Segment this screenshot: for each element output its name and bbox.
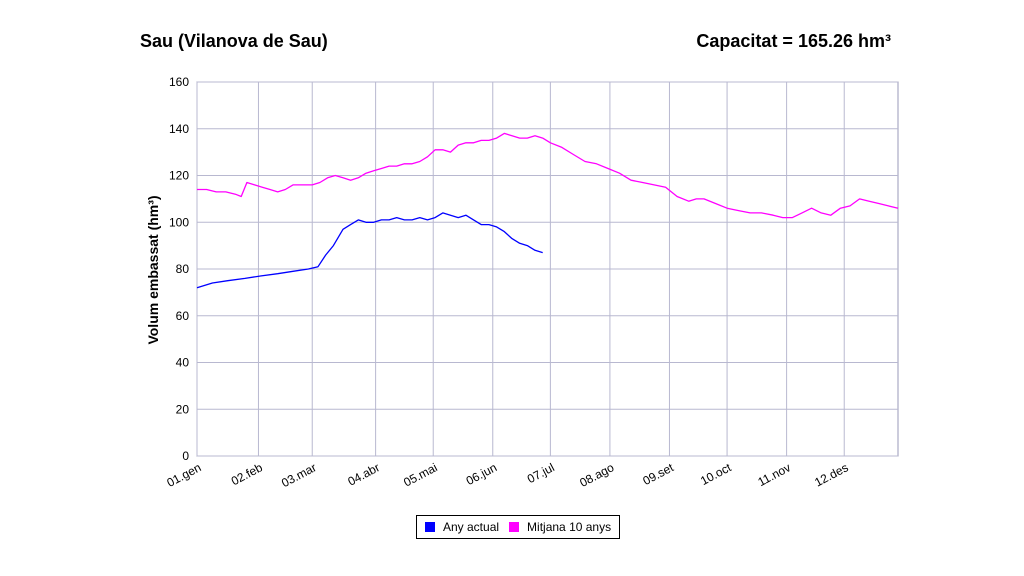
y-axis-label: Volum embassat (hm³) (145, 195, 161, 344)
y-tick-label: 100 (169, 215, 189, 229)
x-tick-label: 09.set (640, 460, 676, 488)
capacity-label: Capacitat = 165.26 hm³ (696, 31, 891, 51)
y-tick-label: 160 (169, 75, 189, 89)
x-tick-label: 12.des (812, 460, 850, 489)
legend-item-current-year: Any actual (425, 520, 499, 534)
legend-item-10-year-average: Mitjana 10 anys (509, 520, 611, 534)
y-tick-label: 20 (176, 402, 190, 416)
x-tick-label: 05.mai (401, 460, 439, 489)
y-tick-label: 0 (182, 449, 189, 463)
x-tick-label: 07.jul (525, 460, 557, 486)
legend-swatch-10-year-average (509, 522, 520, 532)
legend-label-10-year-average: Mitjana 10 anys (527, 520, 612, 534)
x-tick-label: 06.jun (464, 460, 499, 488)
x-tick-label: 02.feb (229, 460, 265, 488)
y-tick-label: 80 (176, 262, 190, 276)
series-lines (196, 132, 899, 289)
y-tick-label: 60 (176, 309, 190, 323)
x-tick-label: 01.gen (164, 460, 203, 490)
x-tick-label: 10.oct (698, 460, 734, 488)
legend: Any actual Mitjana 10 anys (416, 515, 621, 539)
grid-lines (196, 81, 898, 457)
series-line-current-year (196, 212, 543, 289)
x-tick-label: 08.ago (577, 460, 616, 490)
chart-title: Sau (Vilanova de Sau) (140, 31, 328, 51)
legend-swatch-current-year (425, 522, 435, 532)
legend-label-current-year: Any actual (443, 520, 500, 534)
x-tick-label: 04.abr (345, 460, 382, 488)
x-tick-label: 03.mar (279, 460, 319, 490)
y-tick-label: 40 (176, 356, 190, 370)
y-tick-label: 140 (169, 122, 189, 136)
y-tick-label: 120 (169, 169, 189, 183)
series-line-10-year-average (197, 132, 899, 219)
x-tick-label: 11.nov (755, 460, 793, 489)
x-axis-ticks: 01.gen 02.feb 03.mar 04.abr 05.mai 06.jun 07.j… (164, 460, 850, 490)
y-axis-ticks: 0 20 40 60 80 100 120 140 160 (169, 75, 189, 463)
